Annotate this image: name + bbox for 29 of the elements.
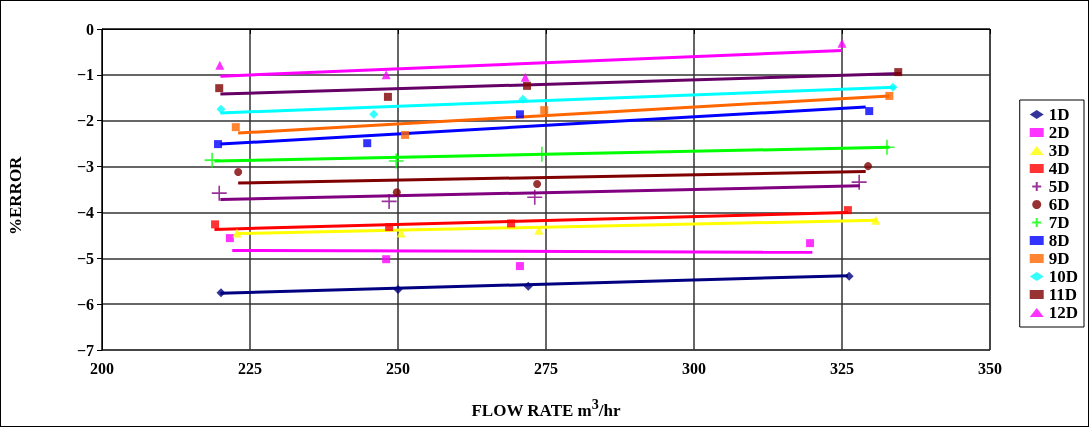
legend-label: 2D [1048, 123, 1070, 142]
y-tick-label: −2 [76, 112, 94, 130]
legend-label: 11D [1048, 285, 1078, 304]
legend-label: 4D [1048, 159, 1070, 178]
x-tick-label: 275 [534, 359, 558, 377]
legend-label: 9D [1048, 249, 1070, 268]
legend-label: 5D [1048, 177, 1070, 196]
legend-label: 3D [1048, 141, 1070, 160]
legend-label: 6D [1048, 195, 1070, 214]
y-axis-title: %ERROR [6, 156, 26, 235]
y-tick-label: −7 [76, 341, 94, 359]
legend-label: 8D [1048, 231, 1070, 250]
y-tick-label: −1 [76, 66, 94, 84]
y-tick-label: −4 [76, 203, 94, 221]
x-tick-label: 300 [682, 359, 706, 377]
y-tick-label: −6 [76, 295, 94, 313]
x-tick-label: 325 [830, 359, 854, 377]
y-tick-label: −5 [76, 249, 94, 267]
x-tick-label: 200 [90, 359, 114, 377]
legend-label: 10D [1048, 267, 1078, 286]
y-tick-label: 0 [86, 20, 94, 38]
x-axis-title: FLOW RATE m$^{3}$/hr [470, 396, 622, 421]
x-tick-label: 350 [978, 359, 1002, 377]
legend-label: 1D [1048, 105, 1070, 124]
legend-label: 7D [1048, 213, 1070, 232]
legend-label: 12D [1048, 303, 1078, 322]
x-tick-label: 225 [238, 359, 262, 377]
x-tick-label: 250 [386, 359, 410, 377]
y-tick-label: −3 [76, 158, 94, 176]
